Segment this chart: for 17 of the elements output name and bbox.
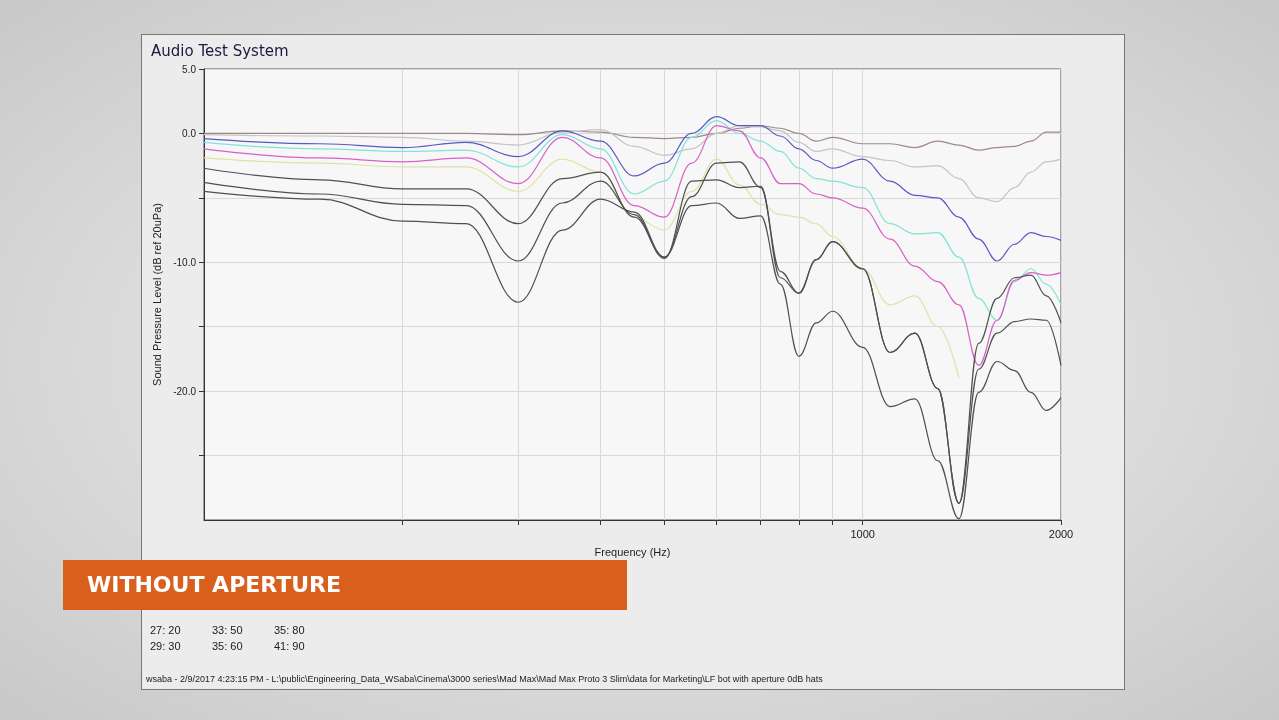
y-tick-label: 5.0 [182, 63, 197, 75]
text: 35: 60 [212, 639, 243, 652]
y-tick-label: -20.0 [173, 385, 197, 397]
x-axis-title: Frequency (Hz) [594, 545, 671, 558]
text: WITHOUT APERTURE [87, 571, 342, 597]
x-tick-label: 1000 [850, 527, 875, 540]
text: 29: 30 [150, 639, 181, 652]
y-tick-label: -10.0 [173, 256, 197, 268]
text: 41: 90 [274, 639, 305, 652]
y-tick-label: 0.0 [182, 127, 197, 139]
text: 27: 20 [150, 623, 181, 636]
x-tick-label: 2000 [1048, 527, 1074, 540]
text: wsaba - 2/9/2017 4:23:15 PM - L:\public\Engineering_Data_WSaba\Cinema\3000 series\Mad Max\Mad Max Proto 3 Slim\data for Marketing\LF bot with aperture 0dB hats [145, 673, 824, 684]
y-axis-title: Sound Pressure Level (dB ref 20uPa) [150, 203, 163, 386]
chart-title: Audio Test System [151, 41, 289, 60]
text: 33: 50 [212, 623, 243, 636]
text: 35: 80 [274, 623, 305, 636]
